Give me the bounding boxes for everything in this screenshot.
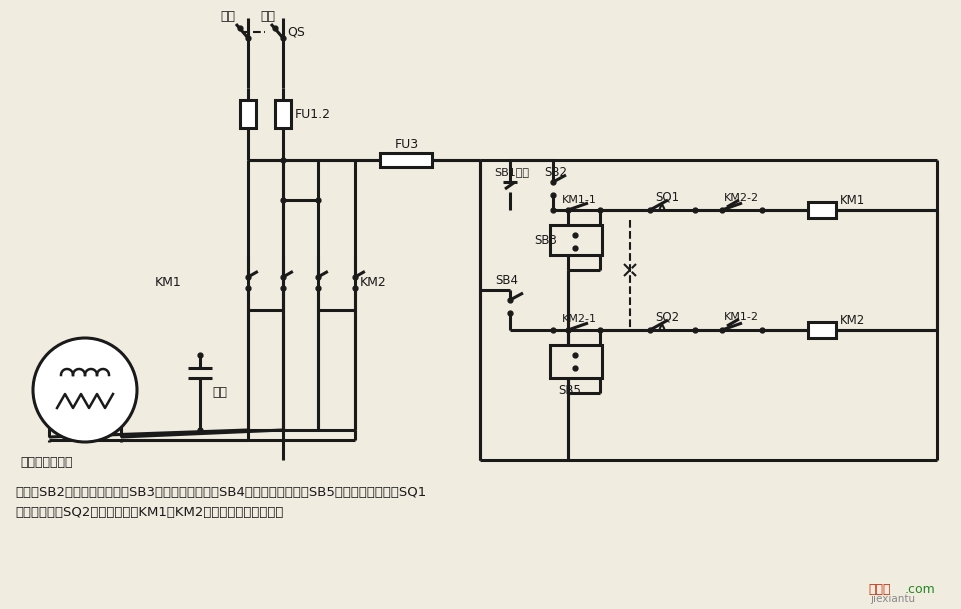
Text: KM1: KM1 — [155, 276, 182, 289]
Text: KM2-1: KM2-1 — [561, 314, 597, 324]
Text: 为最高限位，SQ2为最低限位。KM1、KM2可用中间继电器代替。: 为最高限位，SQ2为最低限位。KM1、KM2可用中间继电器代替。 — [15, 507, 283, 519]
Bar — [550, 345, 602, 378]
Text: 零线: 零线 — [260, 10, 275, 23]
Bar — [807, 202, 835, 218]
Text: SB4: SB4 — [495, 273, 517, 286]
Bar — [275, 100, 290, 128]
Circle shape — [33, 338, 136, 442]
Text: FU3: FU3 — [395, 138, 419, 152]
Text: .com: .com — [904, 583, 935, 596]
Text: QS: QS — [286, 26, 305, 38]
Bar — [550, 225, 602, 255]
Text: 接线图: 接线图 — [867, 583, 890, 596]
Text: 说明：SB2为上升启动按钮，SB3为上升点动按钮，SB4为下降启动按钮，SB5为下降点动按钮；SQ1: 说明：SB2为上升启动按钮，SB3为上升点动按钮，SB4为下降启动按钮，SB5为… — [15, 485, 426, 499]
Text: SB1停止: SB1停止 — [494, 167, 529, 177]
Text: SB5: SB5 — [557, 384, 580, 396]
Text: 单相电容电动机: 单相电容电动机 — [20, 457, 72, 470]
Text: SB2: SB2 — [543, 166, 566, 178]
Text: KM1-1: KM1-1 — [561, 195, 596, 205]
Text: KM2-2: KM2-2 — [724, 193, 758, 203]
Text: KM2: KM2 — [839, 314, 864, 326]
Text: 火线: 火线 — [220, 10, 235, 23]
Bar — [807, 322, 835, 338]
Text: SB3: SB3 — [533, 233, 556, 247]
Text: jiexiantu: jiexiantu — [869, 594, 914, 604]
Text: KM1: KM1 — [839, 194, 864, 206]
Text: 电容: 电容 — [211, 387, 227, 400]
Text: SQ2: SQ2 — [654, 311, 678, 323]
Text: FU1.2: FU1.2 — [295, 108, 331, 121]
Bar — [239, 100, 256, 128]
Text: KM2: KM2 — [359, 276, 386, 289]
Text: KM1-2: KM1-2 — [724, 312, 758, 322]
Bar — [380, 153, 431, 167]
Text: SQ1: SQ1 — [654, 191, 678, 203]
